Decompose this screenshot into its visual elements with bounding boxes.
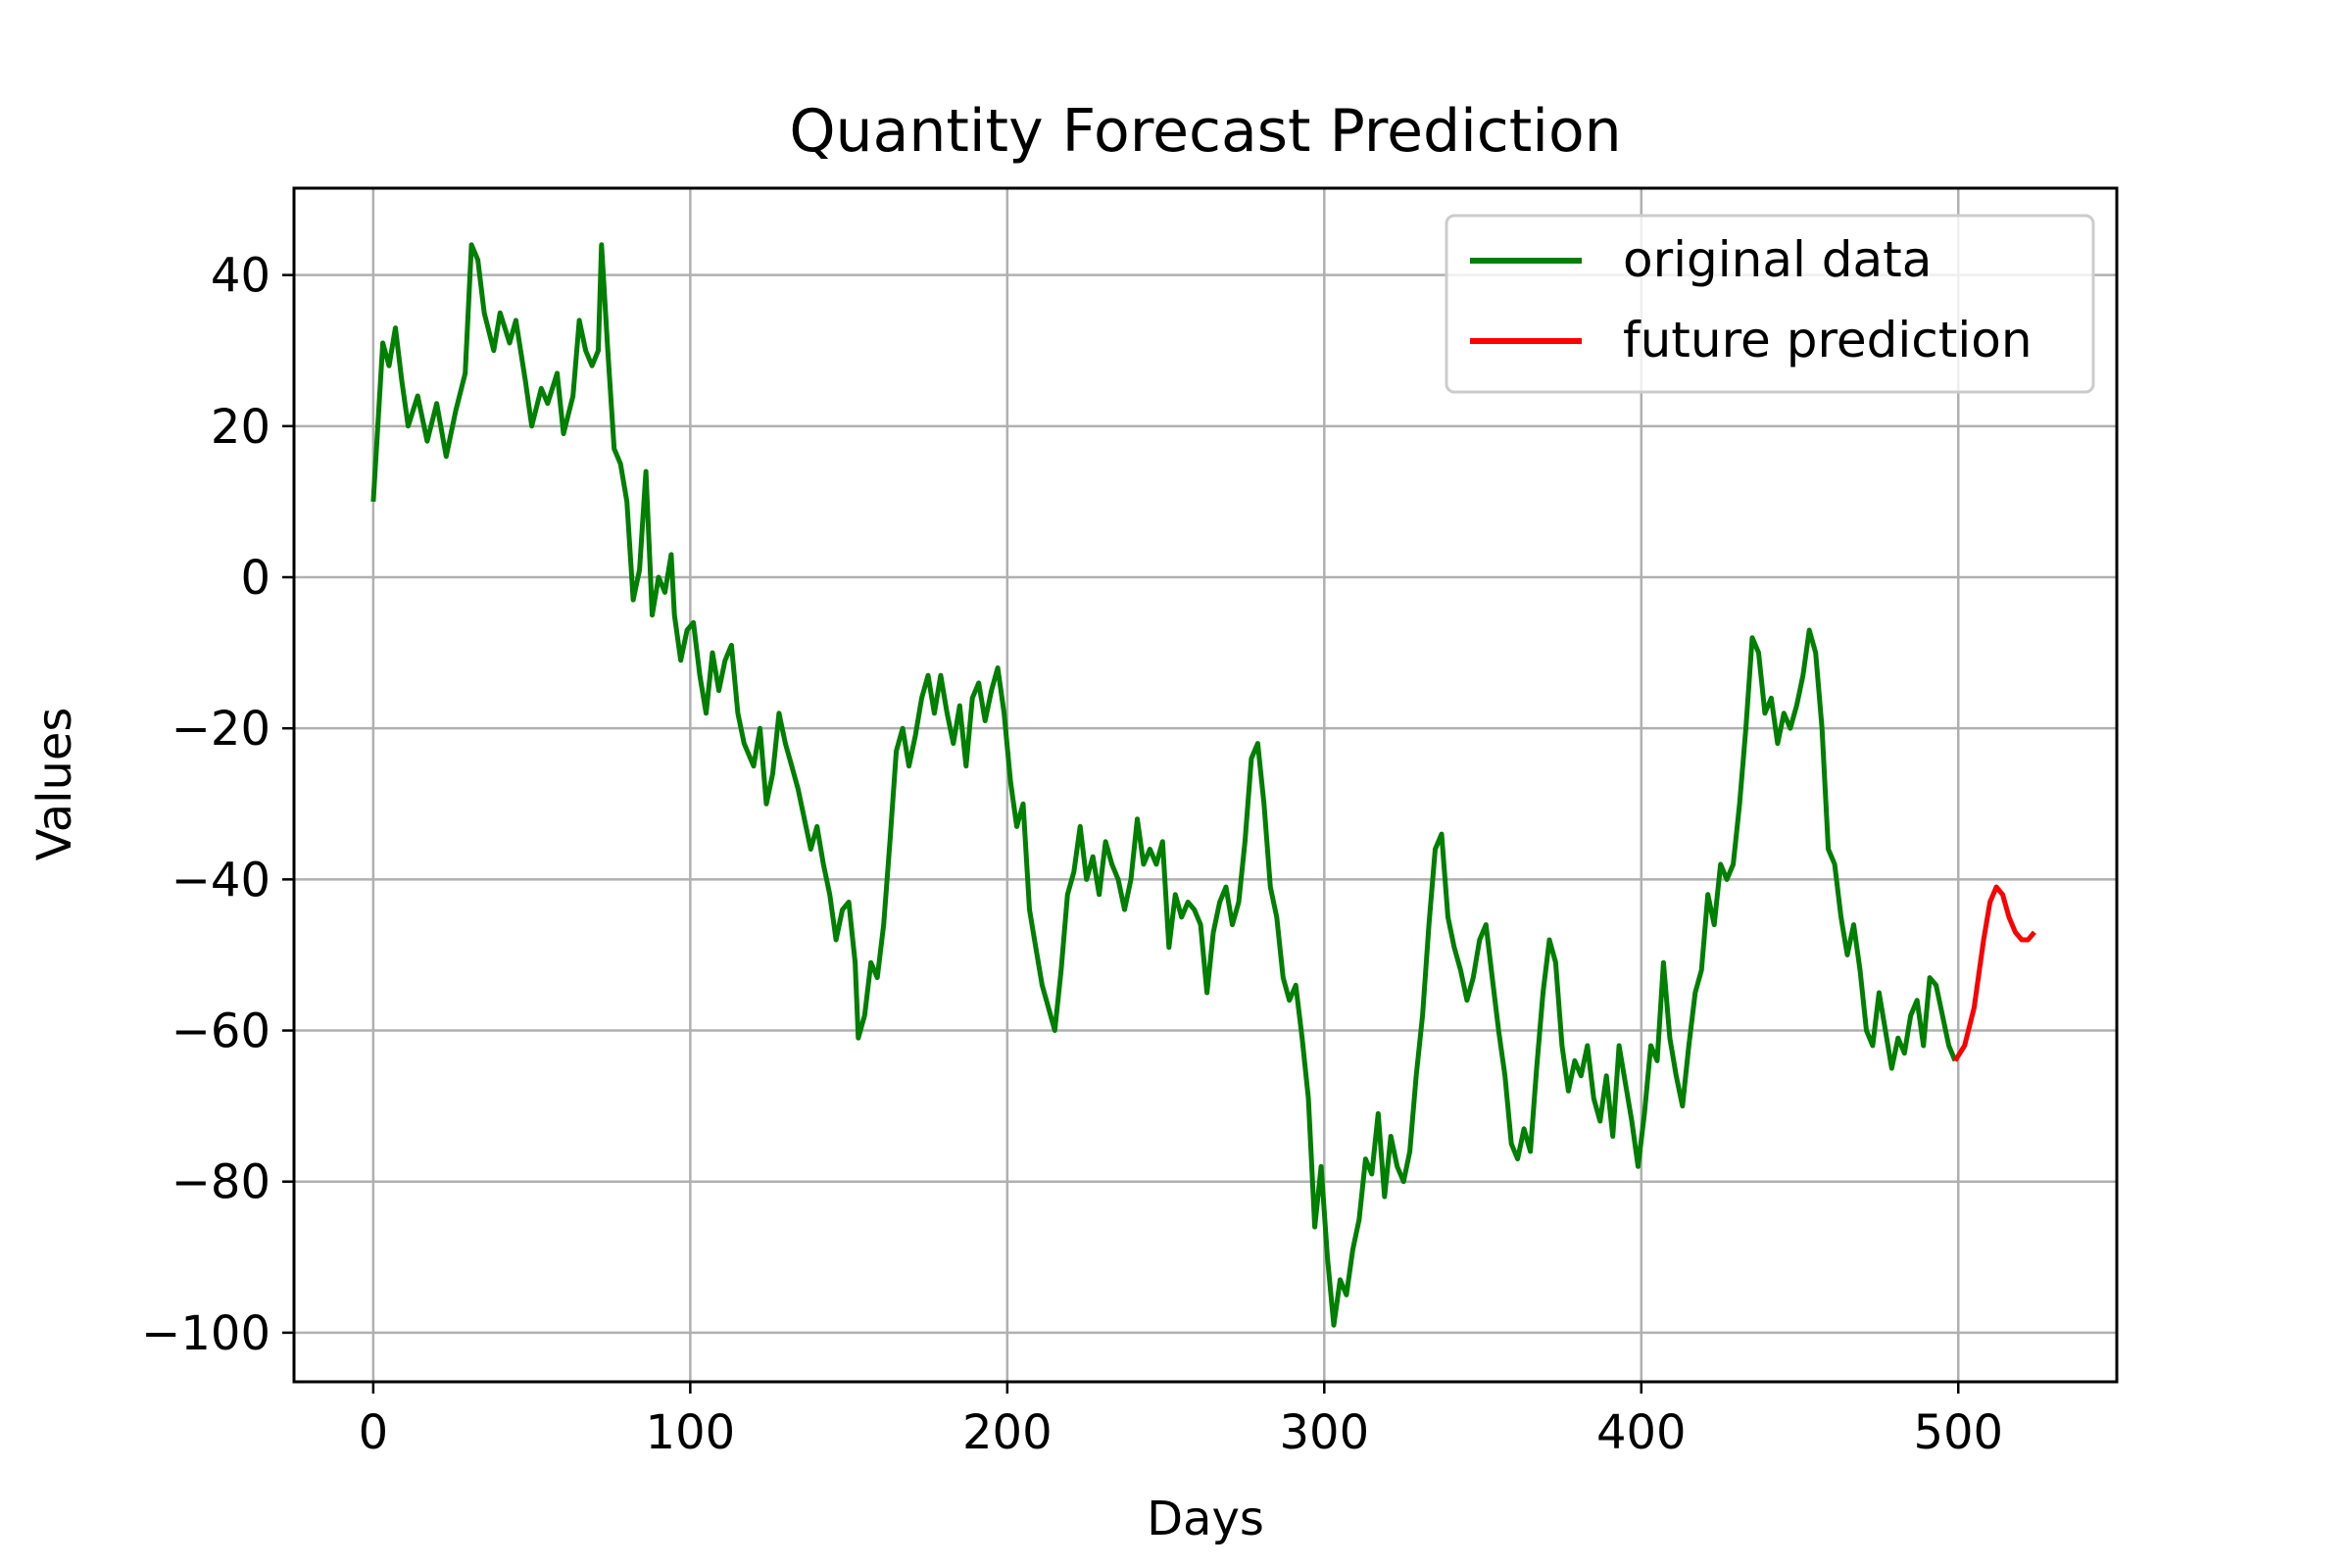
y-tick-label: 0	[240, 551, 270, 606]
chart-title: Quantity Forecast Prediction	[789, 97, 1621, 166]
x-axis-label: Days	[1147, 1492, 1264, 1546]
legend-box	[1445, 214, 2095, 394]
x-tick-label: 0	[359, 1405, 389, 1460]
series-line-1	[1952, 884, 2036, 1062]
y-tick-label: −100	[141, 1306, 270, 1361]
axis-ticks: 0 100 200 300 400 500 −100 −80 −60 −40 −20 0 20 40	[141, 249, 2003, 1460]
x-tick-label: 500	[1913, 1405, 2003, 1460]
y-tick-label: −60	[172, 1004, 270, 1059]
y-tick-label: −40	[172, 853, 270, 907]
x-tick-label: 100	[646, 1405, 736, 1460]
legend: original data future prediction	[1445, 214, 2095, 394]
legend-label-original: original data	[1623, 231, 1932, 288]
plot-frame	[292, 186, 2119, 1384]
y-tick-label: 20	[211, 400, 270, 455]
series-lines	[370, 242, 2036, 1328]
legend-label-prediction: future prediction	[1623, 312, 2033, 368]
x-tick-label: 300	[1279, 1405, 1369, 1460]
y-axis-label: Values	[27, 708, 82, 861]
x-tick-label: 400	[1596, 1405, 1687, 1460]
y-tick-label: 40	[211, 249, 270, 304]
x-tick-label: 200	[962, 1405, 1053, 1460]
y-tick-label: −80	[172, 1155, 270, 1210]
series-line-0	[370, 242, 1958, 1328]
y-tick-label: −20	[172, 702, 270, 757]
